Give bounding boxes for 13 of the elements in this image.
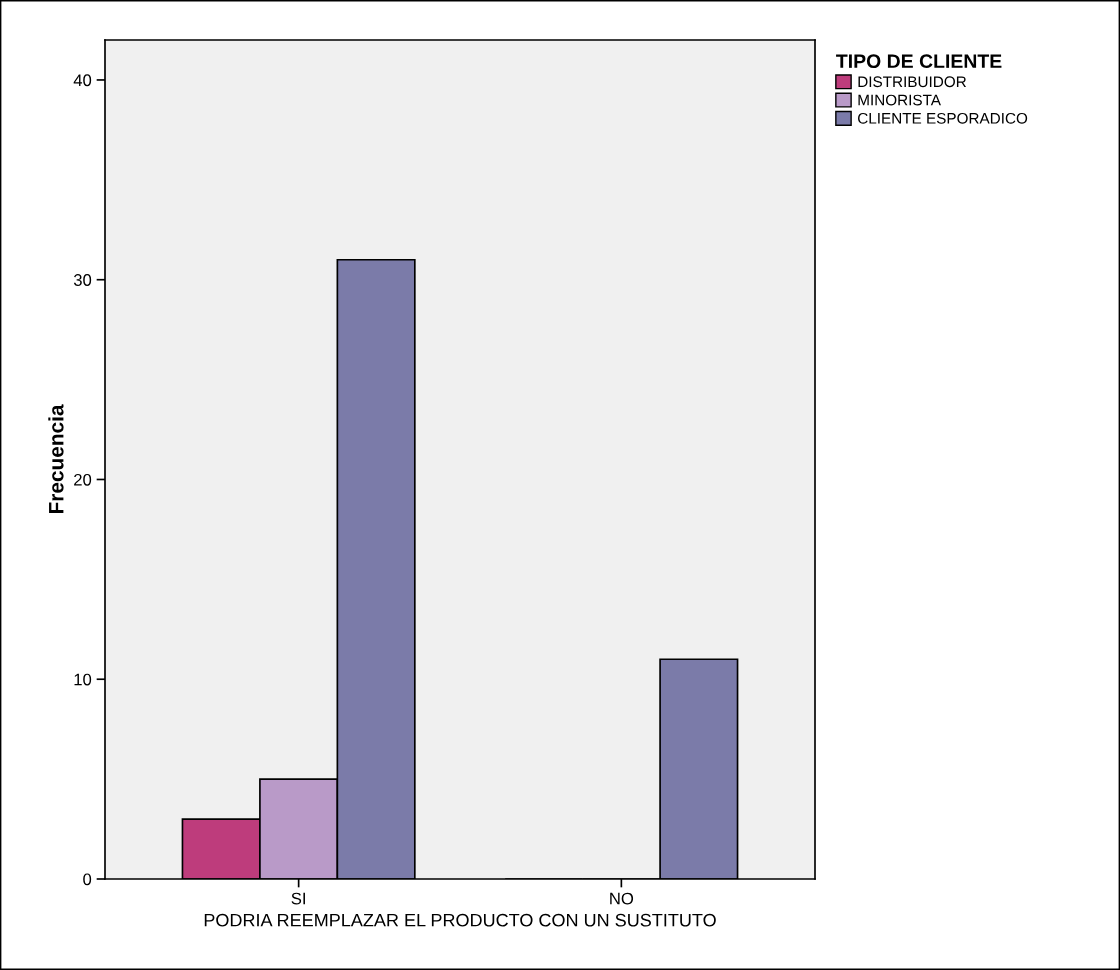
y-tick-label: 10	[74, 673, 92, 686]
legend-label: DISTRIBUIDOR	[858, 76, 967, 88]
y-axis-title: Frecuencia	[48, 404, 64, 514]
legend-title: TIPO DE CLIENTE	[836, 54, 1002, 69]
y-tick-label: 20	[74, 473, 92, 486]
y-tick-label: 40	[73, 74, 92, 87]
x-tick-label: SI	[291, 892, 305, 905]
y-tick-label: 0	[83, 873, 92, 886]
x-axis-title: PODRIA REEMPLAZAR EL PRODUCTO CON UN SUSTITUTO	[204, 913, 716, 927]
x-tick-label: NO	[610, 892, 634, 905]
y-tick-label: 30	[73, 274, 92, 286]
legend-label: CLIENTE ESPORADICO	[858, 112, 1028, 124]
legend-label: MINORISTA	[858, 94, 941, 106]
